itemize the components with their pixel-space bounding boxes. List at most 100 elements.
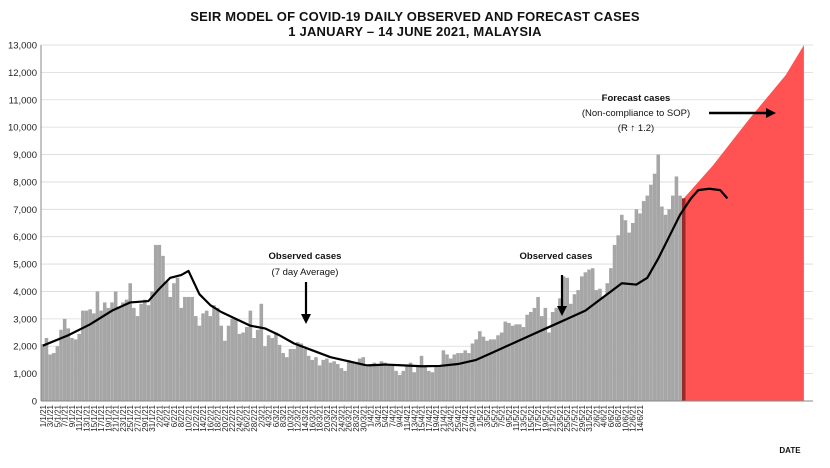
observed-bar xyxy=(386,365,391,401)
observed-bar xyxy=(357,358,362,401)
observed-bar xyxy=(219,325,224,401)
observed-bar xyxy=(514,324,519,401)
x-tick-label: 5/1/21 xyxy=(53,404,62,427)
observed-bar xyxy=(77,333,82,401)
x-tick-label: 2/6/21 xyxy=(592,404,601,427)
observed-bar xyxy=(150,291,154,401)
observed-bar xyxy=(627,232,631,401)
observed-bar xyxy=(448,358,453,401)
observed-bar xyxy=(303,348,307,401)
observed-bar xyxy=(649,184,653,401)
observed-bar xyxy=(518,324,522,401)
x-tick-label: 17/1/21 xyxy=(97,404,106,431)
x-tick-label: 9/5/21 xyxy=(505,404,514,427)
observed-bar xyxy=(456,353,460,401)
x-axis-tick-labels: 1/1/213/1/215/1/217/1/219/1/2111/1/2113/… xyxy=(39,404,645,431)
observed-bar xyxy=(609,268,613,401)
observed-bar xyxy=(521,327,526,401)
observed-bar xyxy=(616,235,620,401)
observed-bars xyxy=(41,154,686,401)
observed-bar xyxy=(102,302,107,401)
observed-bar xyxy=(252,338,256,401)
observed-bar xyxy=(146,305,151,401)
observed-bar xyxy=(325,358,329,401)
x-tick-label: 18/2/21 xyxy=(214,404,223,431)
x-tick-label: 28/2/21 xyxy=(250,404,259,431)
x-tick-label: 14/2/21 xyxy=(199,404,208,431)
x-tick-label: 11/4/21 xyxy=(403,404,412,431)
x-tick-label: 19/1/21 xyxy=(104,404,113,431)
observed-bar xyxy=(310,359,315,401)
observed-bar xyxy=(172,283,176,401)
forecast-annotation-subtitle: (Non-compliance to SOP) xyxy=(582,108,690,119)
observed-bar xyxy=(274,332,278,401)
chart-title-line2: 1 JANUARY – 14 JUNE 2021, MALAYSIA xyxy=(288,24,542,39)
observed-bar xyxy=(41,344,45,401)
x-tick-label: 6/3/21 xyxy=(272,404,281,427)
observed-bar xyxy=(445,354,449,401)
observed-bar xyxy=(95,291,100,401)
observed-bar xyxy=(612,244,617,401)
x-tick-label: 5/5/21 xyxy=(490,404,499,427)
observed-bar xyxy=(601,296,606,401)
observed-bar xyxy=(405,365,409,401)
y-tick-label: 13,000 xyxy=(8,41,37,52)
observed-bar xyxy=(550,312,555,401)
x-tick-label: 6/6/21 xyxy=(607,404,616,427)
observed-bar xyxy=(376,364,380,401)
y-tick-label: 10,000 xyxy=(8,123,37,134)
observed-bar xyxy=(208,316,213,401)
x-tick-label: 10/6/21 xyxy=(621,404,630,431)
observed-bar xyxy=(317,365,322,401)
observed-bar xyxy=(416,366,420,401)
observed-bar xyxy=(139,303,143,401)
x-tick-label: 15/5/21 xyxy=(527,404,536,431)
x-tick-label: 13/1/21 xyxy=(83,404,92,431)
x-tick-label: 28/3/21 xyxy=(352,404,361,431)
x-tick-label: 2/2/21 xyxy=(155,404,164,427)
x-tick-label: 7/1/21 xyxy=(61,404,70,427)
y-tick-label: 0 xyxy=(32,397,37,408)
observed-annotation-2-arrow-head xyxy=(557,306,567,316)
x-tick-label: 6/2/21 xyxy=(170,404,179,427)
seven-day-average-polyline xyxy=(42,187,729,368)
observed-bar xyxy=(92,313,96,401)
observed-bar xyxy=(525,314,529,401)
observed-bar xyxy=(70,338,74,401)
observed-bar xyxy=(66,328,71,401)
x-tick-label: 4/2/21 xyxy=(163,404,172,427)
observed-bar xyxy=(572,294,577,401)
x-tick-label: 21/1/21 xyxy=(112,404,121,431)
observed-annotation-1: Observed cases (7 day Average) xyxy=(269,251,341,324)
observed-bar xyxy=(474,339,478,401)
x-tick-label: 27/4/21 xyxy=(461,404,470,431)
observed-bar xyxy=(295,342,300,401)
observed-bar xyxy=(507,322,511,401)
x-tick-label: 3/4/21 xyxy=(374,404,383,427)
observed-bar xyxy=(667,209,671,401)
observed-bar xyxy=(215,307,220,401)
observed-bar xyxy=(186,296,191,401)
observed-bar xyxy=(335,364,340,401)
observed-bar xyxy=(565,277,569,401)
observed-bar xyxy=(153,244,158,401)
x-tick-label: 8/3/21 xyxy=(279,404,288,427)
observed-bar xyxy=(346,359,351,401)
x-tick-label: 16/2/21 xyxy=(206,404,215,431)
observed-bar xyxy=(623,220,628,401)
observed-bar xyxy=(277,344,282,401)
x-tick-label: 19/5/21 xyxy=(541,404,550,431)
observed-bar xyxy=(234,318,238,401)
observed-annotation-1-arrow-head xyxy=(301,314,311,324)
y-tick-label: 2,000 xyxy=(13,342,37,353)
observed-bar xyxy=(117,306,122,401)
x-tick-label: 20/2/21 xyxy=(221,404,230,431)
chart-title-line1: SEIR MODEL OF COVID-19 DAILY OBSERVED AN… xyxy=(190,9,640,24)
observed-bar xyxy=(452,354,457,401)
x-tick-label: 13/4/21 xyxy=(410,404,419,431)
x-tick-label: 1/4/21 xyxy=(367,404,376,427)
x-tick-label: 12/6/21 xyxy=(629,404,638,431)
y-tick-label: 11,000 xyxy=(9,95,37,106)
observed-bar xyxy=(536,296,540,401)
observed-bar xyxy=(561,276,566,401)
